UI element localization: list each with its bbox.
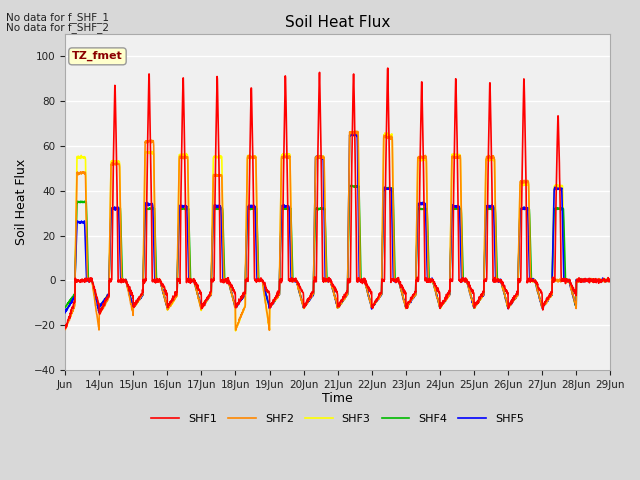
SHF4: [607, 278, 614, 284]
SHF5: [533, 286, 541, 291]
SHF2: [607, 276, 614, 282]
SHF4: [533, 285, 541, 290]
SHF1: [116, 278, 124, 284]
SHF2: [371, 300, 379, 306]
Line: SHF5: SHF5: [65, 133, 611, 312]
SHF5: [599, 277, 607, 283]
SHF4: [61, 304, 69, 310]
SHF5: [371, 302, 379, 308]
Y-axis label: Soil Heat Flux: Soil Heat Flux: [15, 159, 28, 245]
Text: No data for f_SHF_1: No data for f_SHF_1: [6, 12, 109, 23]
SHF1: [61, 325, 69, 331]
SHF3: [61, 308, 69, 314]
SHF2: [599, 277, 607, 283]
Line: SHF1: SHF1: [65, 68, 611, 328]
SHF5: [607, 277, 614, 283]
SHF3: [381, 130, 388, 136]
SHF1: [371, 300, 378, 306]
SHF3: [607, 277, 614, 283]
SHF5: [61, 310, 69, 315]
SHF2: [116, 164, 124, 170]
SHF5: [348, 131, 356, 136]
Line: SHF2: SHF2: [65, 131, 611, 330]
SHF1: [533, 281, 541, 287]
SHF3: [533, 285, 541, 290]
SHF2: [61, 326, 69, 332]
SHF4: [348, 182, 355, 188]
SHF5: [116, 246, 124, 252]
SHF2: [533, 285, 541, 291]
SHF2: [266, 327, 273, 333]
SHF1: [61, 325, 69, 331]
Legend: SHF1, SHF2, SHF3, SHF4, SHF5: SHF1, SHF2, SHF3, SHF4, SHF5: [147, 409, 529, 428]
SHF5: [95, 310, 103, 315]
SHF4: [599, 276, 607, 282]
SHF3: [116, 161, 124, 167]
SHF3: [232, 328, 239, 334]
SHF2: [234, 323, 241, 328]
SHF5: [502, 298, 510, 303]
SHF4: [371, 301, 378, 307]
SHF5: [234, 302, 241, 308]
SHF1: [607, 277, 614, 283]
SHF1: [502, 288, 510, 294]
X-axis label: Time: Time: [323, 393, 353, 406]
SHF3: [502, 298, 510, 303]
SHF4: [470, 305, 478, 311]
Text: No data for f_SHF_2: No data for f_SHF_2: [6, 22, 109, 33]
Line: SHF4: SHF4: [65, 185, 611, 308]
SHF2: [502, 296, 510, 302]
SHF4: [116, 206, 124, 212]
SHF4: [502, 297, 510, 303]
SHF3: [234, 323, 241, 329]
SHF3: [371, 300, 378, 306]
SHF1: [234, 300, 241, 306]
SHF3: [599, 278, 607, 284]
SHF1: [384, 65, 392, 71]
SHF4: [234, 302, 241, 308]
SHF2: [351, 128, 358, 134]
Text: TZ_fmet: TZ_fmet: [72, 51, 123, 61]
SHF1: [599, 277, 607, 283]
Line: SHF3: SHF3: [65, 133, 611, 331]
Title: Soil Heat Flux: Soil Heat Flux: [285, 15, 390, 30]
